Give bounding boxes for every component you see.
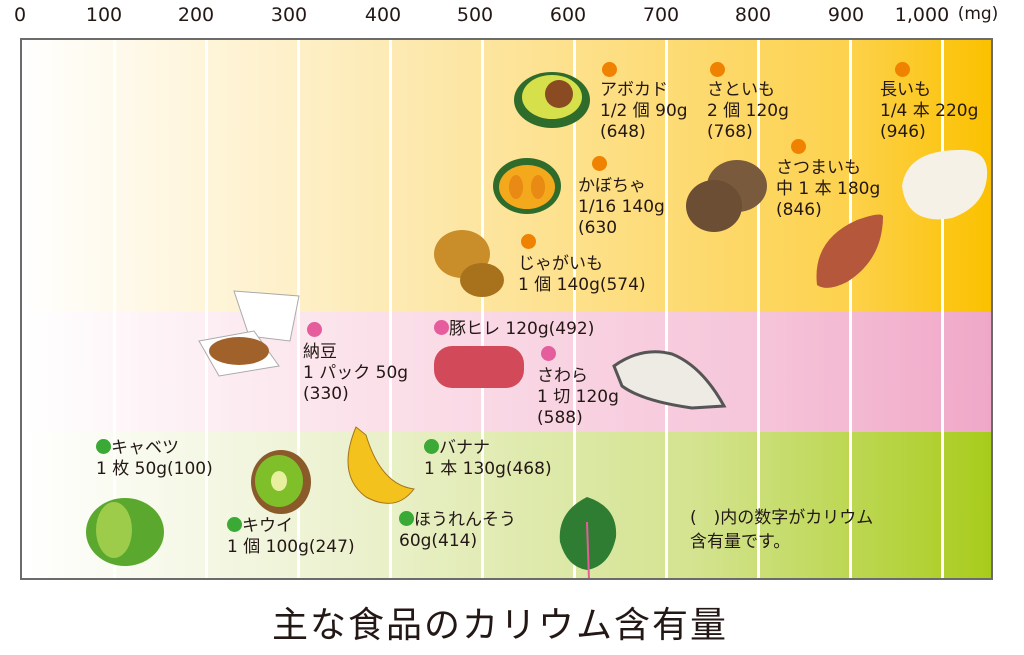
yam-illustration	[902, 149, 988, 220]
tick-label: 100	[85, 4, 123, 26]
gridline	[205, 40, 208, 578]
tick-label: 500	[456, 4, 494, 26]
label-kiwi: キウイ 1 個 100g(247)	[227, 516, 355, 557]
gridline	[573, 40, 576, 578]
tick-label: 800	[734, 4, 772, 26]
sawara-illustration	[612, 350, 727, 410]
marker-taro	[710, 62, 725, 77]
label-avocado: アボカド 1/2 個 90g (648)	[600, 80, 688, 142]
plot-area: アボカド 1/2 個 90g (648) さといも 2 個 120g (768) 長いも…	[20, 38, 993, 580]
pumpkin-illustration	[493, 158, 561, 214]
tick-label: 600	[549, 4, 587, 26]
note: ( )内の数字がカリウム 含有量です。	[690, 508, 874, 552]
marker-sweet-potato	[791, 139, 806, 154]
tick-label: 300	[270, 4, 308, 26]
label-pork: 豚ヒレ 120g(492)	[434, 319, 594, 340]
tick-label: 700	[642, 4, 680, 26]
marker-potato	[521, 234, 536, 249]
marker-banana	[424, 439, 439, 454]
tick-label: 900	[827, 4, 865, 26]
spinach-illustration	[559, 497, 617, 578]
gridline	[757, 40, 760, 578]
marker-pork	[434, 320, 449, 335]
marker-spinach	[399, 511, 414, 526]
label-potato: じゃがいも 1 個 140g(574)	[518, 254, 646, 295]
gridline	[113, 40, 116, 578]
tick-label: 1,000	[894, 4, 950, 26]
banana-illustration	[347, 426, 415, 504]
marker-yam	[895, 62, 910, 77]
label-pumpkin: かぼちゃ 1/16 140g (630	[578, 176, 665, 238]
label-sweet-potato: さつまいも中 1 本 180g (846)	[776, 158, 881, 220]
cabbage-illustration	[86, 498, 164, 566]
avocado-illustration	[514, 72, 590, 128]
label-taro: さといも 2 個 120g (768)	[707, 80, 789, 142]
gridline	[297, 40, 300, 578]
label-cabbage: キャベツ 1 枚 50g(100)	[96, 438, 213, 479]
gridline	[389, 40, 392, 578]
chart-title: 主な食品のカリウム含有量	[271, 605, 728, 646]
label-yam: 長いも 1/4 本 220g (946)	[880, 80, 979, 142]
marker-cabbage	[96, 439, 111, 454]
marker-kiwi	[227, 517, 242, 532]
gridline	[481, 40, 484, 578]
gridline	[941, 40, 944, 578]
natto-illustration	[198, 290, 300, 377]
pork-illustration	[434, 346, 524, 388]
tick-label: 200	[177, 4, 215, 26]
marker-sawara	[541, 346, 556, 361]
tick-label: 0	[13, 4, 27, 26]
sweet-potato-illustration	[816, 214, 884, 288]
label-natto: 納豆 1 パック 50g (330)	[303, 342, 409, 404]
potato-illustration	[434, 230, 504, 297]
gridline	[665, 40, 668, 578]
gridline	[849, 40, 852, 578]
tick-label: 400	[364, 4, 402, 26]
kiwi-illustration	[251, 450, 311, 514]
marker-natto	[307, 322, 322, 337]
unit-label: (mg)	[957, 4, 999, 24]
label-sawara: さわら 1 切 120g (588)	[537, 366, 619, 428]
marker-avocado	[602, 62, 617, 77]
band-green	[22, 432, 991, 578]
label-spinach: ほうれんそう 60g(414)	[399, 510, 516, 551]
label-banana: バナナ 1 本 130g(468)	[424, 438, 552, 479]
taro-illustration	[686, 160, 767, 232]
marker-pumpkin	[592, 156, 607, 171]
